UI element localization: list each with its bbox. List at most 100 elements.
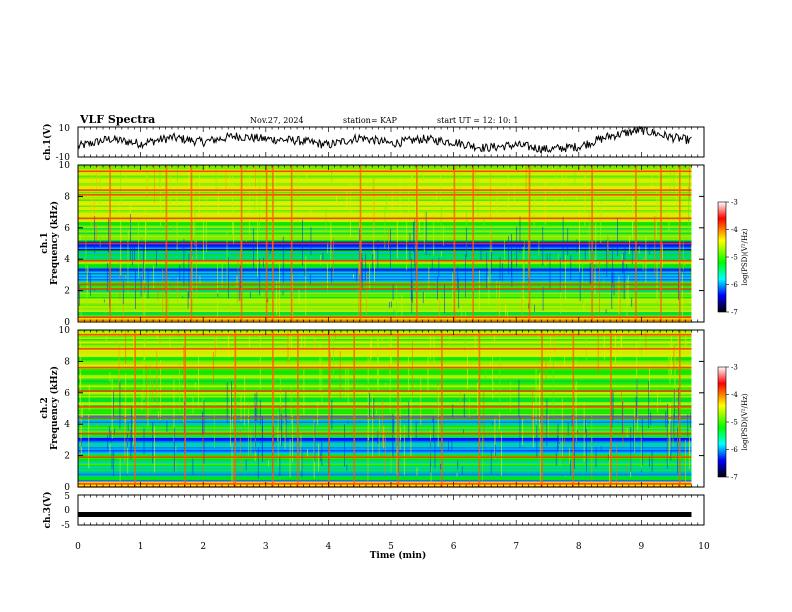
spectrogram-speckle (244, 375, 246, 426)
spectrogram-row (78, 249, 692, 251)
spectrogram-speckle (642, 258, 644, 271)
spectrogram-speckle (499, 357, 501, 405)
spectrogram-row (78, 400, 692, 403)
spectrogram-row (78, 450, 692, 452)
spectrogram-row (78, 405, 692, 407)
spectrogram-speckle (385, 383, 387, 387)
spectrogram-speckle (559, 429, 561, 467)
spectrogram-speckle (385, 430, 386, 475)
ch2-spectrogram-panel: 0 2 4 6 8 10 ch.2 Frequency (kHz) (40, 326, 705, 493)
spectrogram-burst (591, 165, 593, 322)
spectrogram-speckle (176, 330, 178, 336)
spectrogram-speckle (615, 330, 616, 363)
spectrogram-speckle (153, 264, 155, 290)
spectrogram-speckle (292, 415, 294, 462)
spectrogram-speckle (408, 184, 409, 221)
spectrogram-burst (290, 165, 293, 322)
spectrogram-speckle (491, 226, 493, 253)
spectrogram-speckle (125, 274, 126, 279)
spectrogram-row (78, 204, 692, 206)
spectrogram-speckle (509, 381, 511, 412)
spectrogram-speckle (203, 212, 204, 265)
spectrogram-speckle (146, 364, 147, 420)
spectrogram-row (78, 385, 692, 388)
spectrogram-row (78, 190, 692, 193)
spectrogram-speckle (514, 181, 515, 205)
spectrogram-dip (600, 446, 602, 452)
ch3-waveform-series (78, 512, 692, 517)
spectrogram-speckle (399, 395, 401, 450)
spectrogram-speckle (105, 330, 107, 342)
spectrogram-row (78, 451, 692, 454)
time-tick-label: 4 (326, 542, 332, 552)
spectrogram-speckle (137, 330, 139, 337)
spectrogram-speckle (247, 409, 249, 424)
spectrogram-speckle (277, 411, 279, 467)
spectrogram-speckle (560, 281, 562, 314)
spectrogram-speckle (318, 443, 320, 467)
spectrogram-speckle (581, 165, 583, 167)
spectrogram-dip (282, 291, 284, 296)
spectrogram-burst (453, 165, 456, 322)
spectrogram-row (78, 466, 692, 469)
spectrogram-row (78, 477, 692, 479)
spectrogram-speckle (120, 216, 122, 276)
spectrogram-speckle (227, 330, 229, 358)
spectrogram-dip (499, 257, 501, 281)
spectrogram-dip (411, 278, 413, 303)
spectrogram-row (78, 447, 692, 449)
ch1-ytick-top: 10 (59, 124, 71, 134)
spectrogram-dip (356, 268, 358, 282)
spectrogram-dip (458, 278, 460, 309)
spectrogram-speckle (452, 273, 454, 310)
spectrogram-speckle (159, 334, 161, 345)
spectrogram-dip (285, 415, 287, 438)
spectrogram-dip (630, 427, 632, 472)
spectrogram-row (78, 294, 692, 296)
spectrogram-speckle (104, 310, 106, 313)
spectrogram-speckle (547, 413, 549, 438)
spectrogram-row (78, 345, 692, 347)
spectrogram-speckle (327, 242, 329, 254)
spectrogram-speckle (672, 343, 674, 353)
spectrogram-dip (217, 293, 219, 298)
spectrogram-row (78, 250, 692, 253)
spectrogram-row (78, 376, 692, 379)
spectrogram-speckle (461, 305, 463, 321)
spectrogram-speckle (301, 330, 302, 352)
spectrogram-speckle (626, 465, 628, 474)
spectrogram-speckle (156, 350, 158, 404)
spectrogram-row (78, 333, 692, 335)
spectrogram-dip (322, 252, 324, 261)
spectrogram-dip (81, 439, 83, 447)
spectrogram-speckle (176, 221, 178, 250)
spectrogram-dip (606, 239, 608, 278)
ch2-spectrogram-yticks: 0 2 4 6 8 10 (59, 326, 704, 493)
spectrogram-dip (131, 243, 133, 266)
spectrogram-ytick-label: 0 (64, 318, 70, 328)
spectrogram-row (78, 304, 692, 307)
spectrogram-dip (562, 216, 564, 263)
spectrogram-speckle (401, 294, 403, 322)
spectrogram-row (78, 253, 692, 256)
spectrogram-speckle (403, 424, 405, 475)
spectrogram-speckle (115, 341, 117, 346)
spectrogram-speckle (319, 344, 321, 395)
spectrogram-speckle (236, 275, 238, 287)
spectrogram-speckle (445, 165, 447, 175)
spectrogram-burst (416, 165, 418, 322)
spectrogram-speckle (390, 344, 391, 365)
spectrogram-speckle (621, 390, 622, 403)
spectrogram-dip (359, 228, 360, 261)
spectrogram-speckle (658, 330, 660, 334)
spectrogram-row (78, 474, 692, 476)
spectrogram-speckle (217, 263, 219, 322)
spectrogram-speckle (532, 402, 534, 448)
spectrogram-dip (584, 250, 586, 260)
spectrogram-speckle (399, 177, 401, 217)
spectrogram-dip (577, 430, 578, 435)
spectrogram-speckle (459, 172, 461, 204)
spectrogram-line (78, 194, 692, 196)
spectrogram-speckle (583, 401, 585, 462)
